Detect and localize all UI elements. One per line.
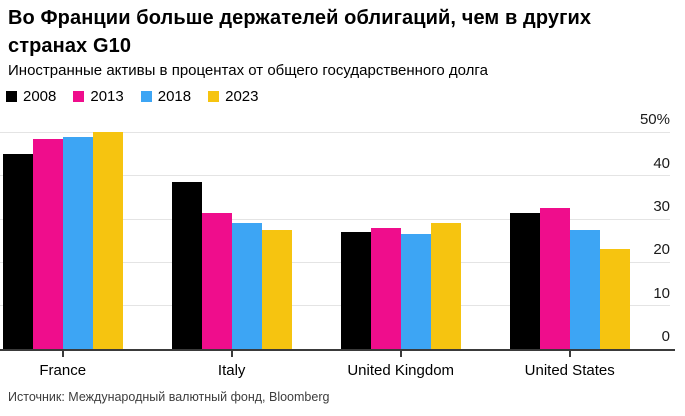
chart-title-line-2: странах G10 [8, 35, 132, 57]
x-axis-tick [568, 351, 571, 357]
legend-item-2013: 2013 [73, 87, 124, 105]
x-axis-line [0, 349, 675, 351]
category-label-italy: Italy [217, 362, 246, 379]
x-axis-tick [399, 351, 402, 357]
bar-italy-2023 [261, 229, 292, 349]
bar-france-2008 [2, 154, 33, 349]
legend-label: 2018 [157, 87, 192, 105]
gridline-40 [0, 175, 670, 177]
legend-label: 2013 [90, 87, 124, 105]
bar-france-2023 [92, 132, 123, 349]
legend-label: 2008 [23, 87, 57, 105]
y-axis-label-30: 30 [653, 198, 670, 215]
bar-united-kingdom-2018 [400, 234, 431, 349]
legend-item-2008: 2008 [6, 88, 56, 105]
bar-united-kingdom-2013 [370, 227, 401, 349]
bar-france-2013 [32, 138, 63, 349]
gridline-50 [0, 131, 670, 133]
bar-united-states-2018 [569, 229, 600, 349]
y-axis-label-20: 20 [653, 241, 670, 259]
category-label-france: France [39, 362, 87, 379]
chart-title-line-1: Во Франции больше держателей облигаций, … [8, 7, 592, 29]
x-axis-tick [61, 351, 64, 357]
bar-france-2018 [62, 136, 93, 349]
legend-swatch-icon [6, 90, 17, 102]
gridline-20 [0, 261, 670, 263]
chart-title: Во Франции больше держателей облигаций, … [8, 4, 591, 60]
x-axis-tick [230, 351, 233, 357]
legend-swatch-icon [73, 90, 85, 102]
bar-chart-plot-area: 0 10 20 30 40 50% France Italy United Kingdom Uni… [0, 111, 685, 392]
y-axis-label-0: 0 [661, 328, 670, 345]
y-axis-label-50: 50% [639, 111, 670, 129]
legend-item-2018: 2018 [140, 87, 192, 105]
category-label-united-kingdom: United Kingdom [347, 362, 455, 379]
y-axis-label-40: 40 [653, 154, 670, 172]
gridline-10 [0, 305, 670, 307]
y-axis-label-10: 10 [653, 284, 670, 302]
bar-united-states-2008 [509, 212, 540, 349]
bar-united-states-2023 [599, 249, 630, 349]
category-label-united-states: United States [524, 362, 615, 379]
bar-united-states-2013 [539, 208, 570, 349]
chart-subtitle: Иностранные активы в процентах от общего… [8, 62, 488, 79]
bar-united-kingdom-2023 [430, 223, 461, 349]
legend-label: 2023 [225, 87, 259, 105]
gridline-30 [0, 218, 670, 220]
bar-united-kingdom-2008 [340, 232, 371, 349]
source-attribution: Источник: Международный валютный фонд, B… [8, 390, 330, 404]
bar-italy-2013 [201, 212, 232, 349]
legend-swatch-icon [208, 90, 220, 102]
chart-legend: 2008 2013 2018 2023 [6, 87, 259, 105]
bar-italy-2018 [231, 223, 262, 349]
legend-swatch-icon [140, 90, 152, 102]
bar-italy-2008 [171, 182, 202, 349]
legend-item-2023: 2023 [208, 87, 259, 105]
